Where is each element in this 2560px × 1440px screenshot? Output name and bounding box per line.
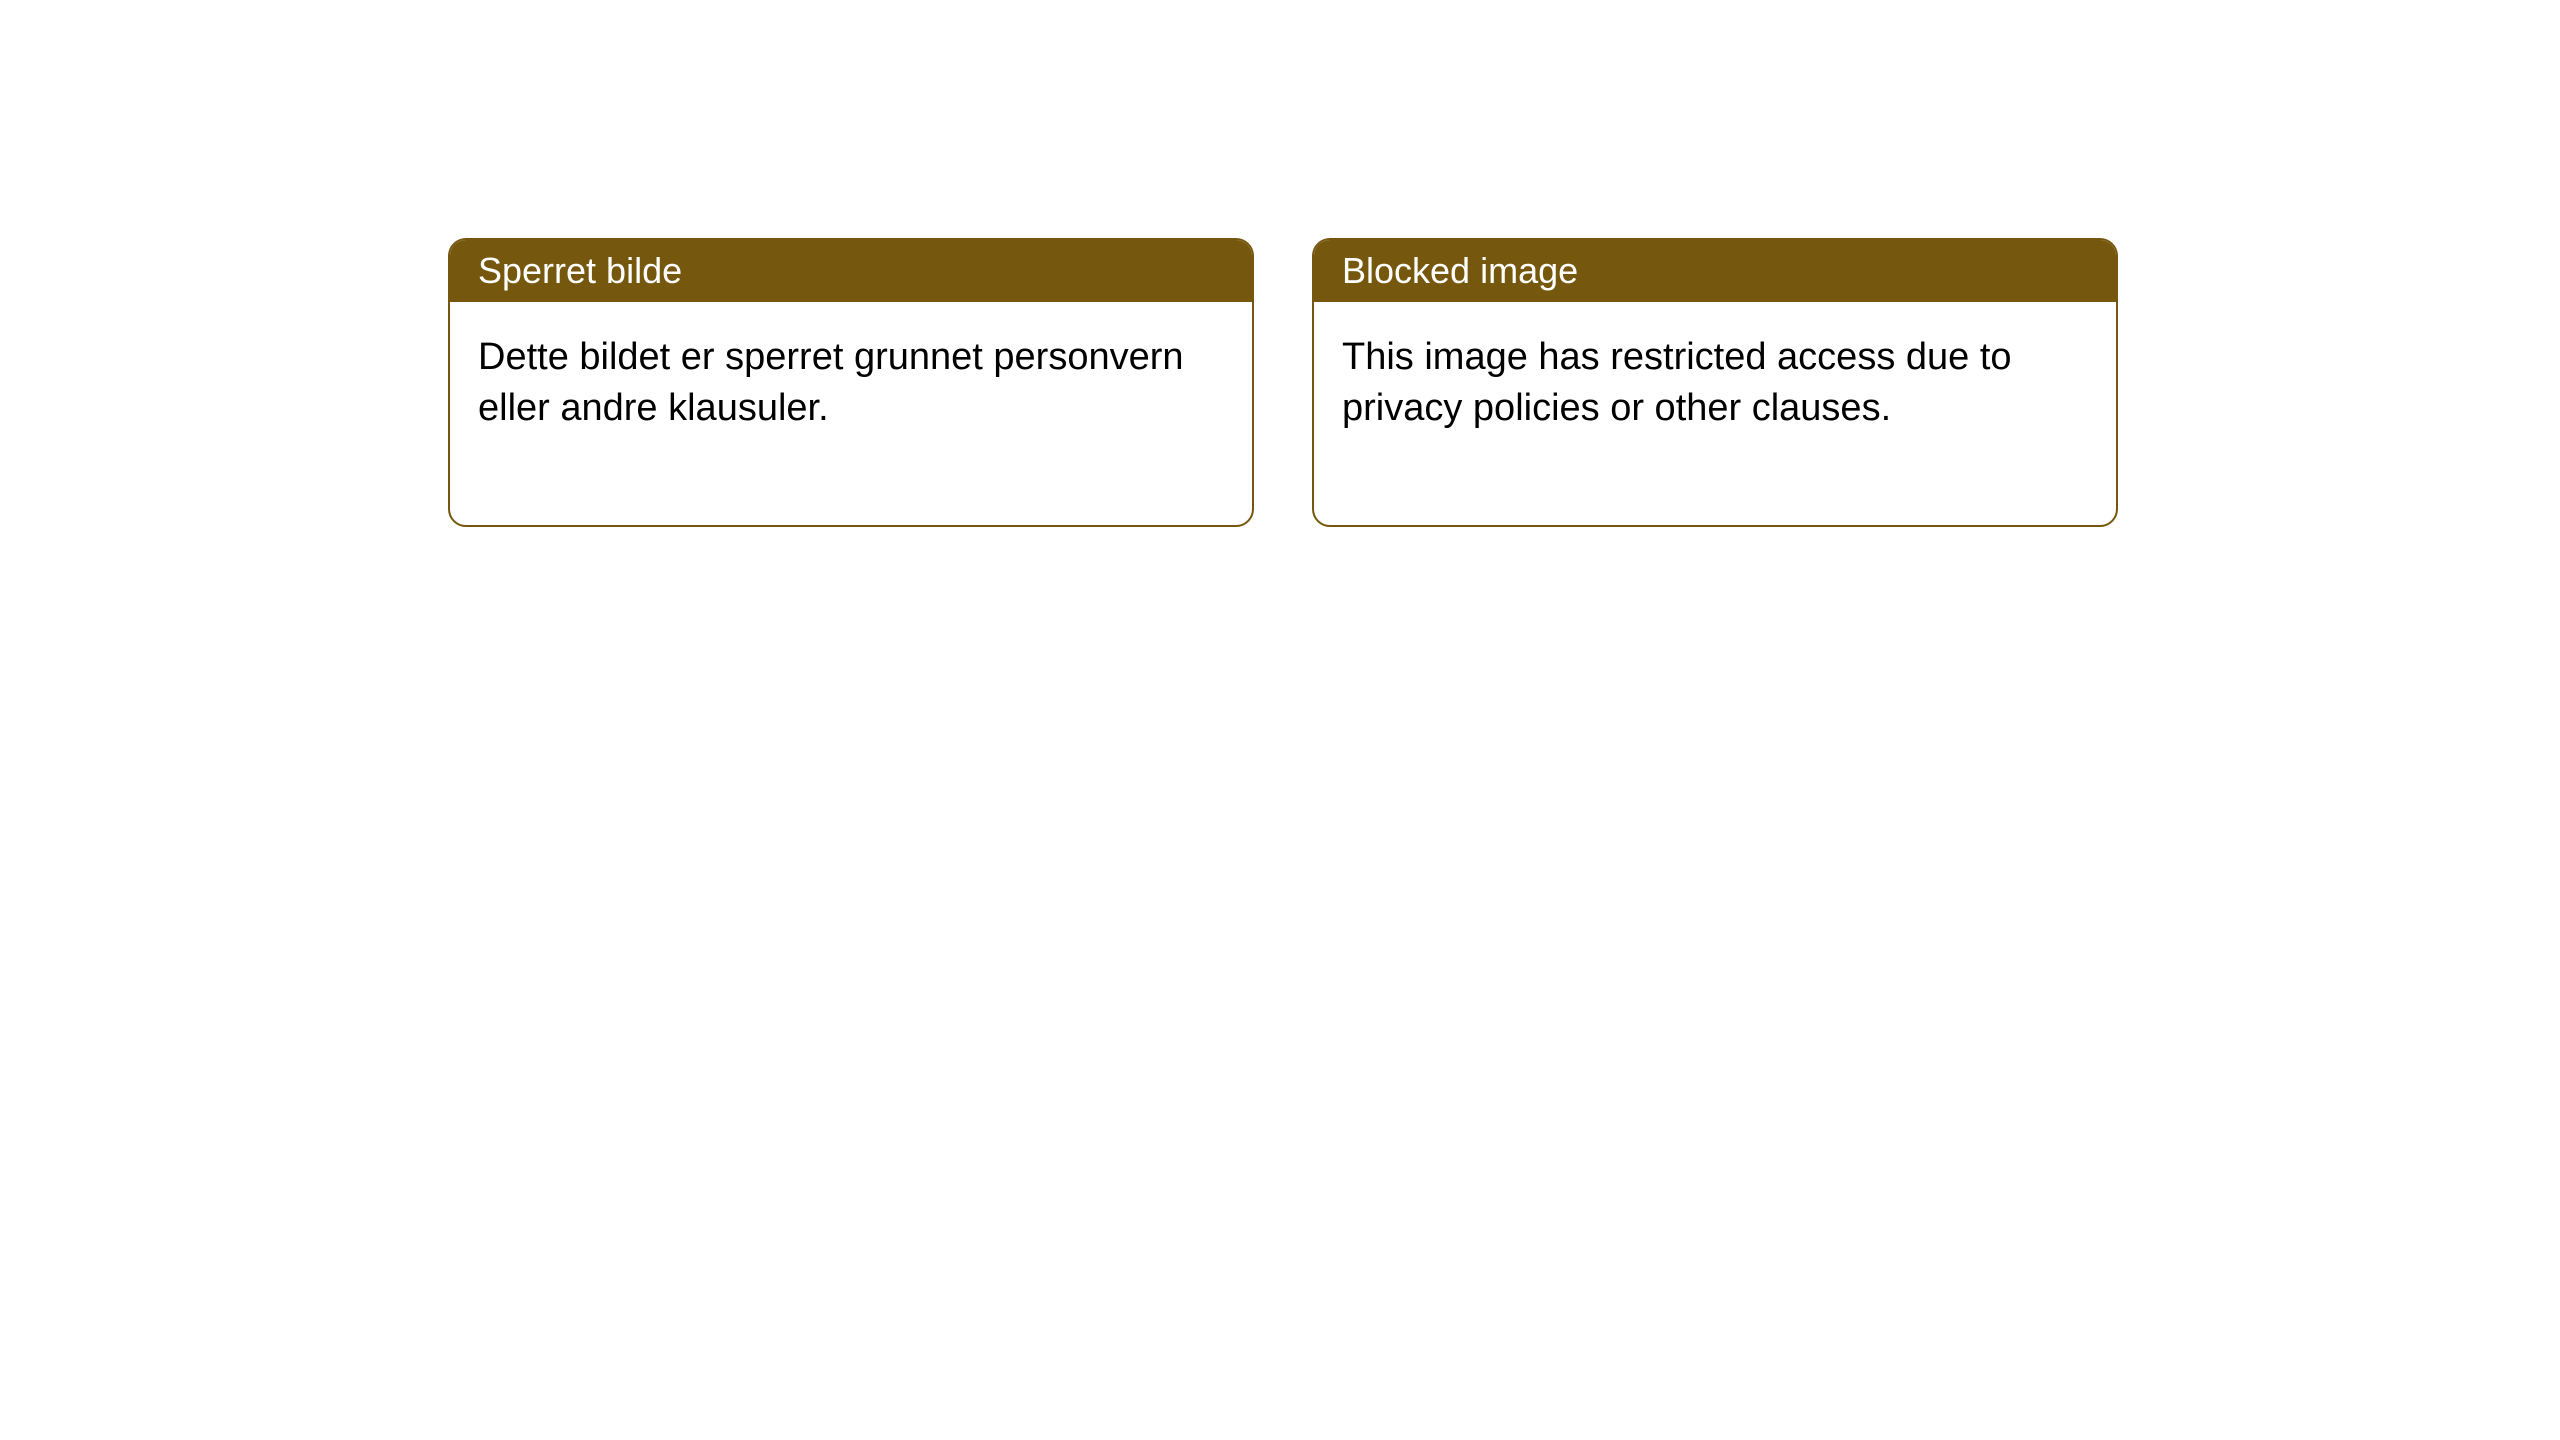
notice-card-norwegian: Sperret bilde Dette bildet er sperret gr… bbox=[448, 238, 1254, 527]
notice-header-english: Blocked image bbox=[1314, 240, 2116, 302]
notice-header-norwegian: Sperret bilde bbox=[450, 240, 1252, 302]
notice-body-english: This image has restricted access due to … bbox=[1314, 302, 2116, 525]
notice-body-norwegian: Dette bildet er sperret grunnet personve… bbox=[450, 302, 1252, 525]
notice-cards-container: Sperret bilde Dette bildet er sperret gr… bbox=[448, 238, 2118, 527]
notice-card-english: Blocked image This image has restricted … bbox=[1312, 238, 2118, 527]
